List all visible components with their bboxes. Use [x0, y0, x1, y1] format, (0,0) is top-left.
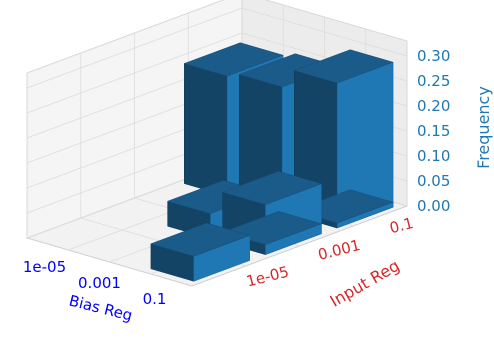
- z-tick-label: 0.15: [417, 122, 450, 140]
- bar-left-face: [184, 63, 228, 197]
- z-tick-label: 0.25: [417, 72, 450, 90]
- x-tick-label: 1e-05: [23, 258, 66, 276]
- y-tick-label: 0.001: [316, 236, 362, 264]
- wall-gridline: [26, 32, 243, 114]
- z-tick-label: 0.05: [417, 172, 450, 190]
- bars: [150, 42, 394, 282]
- x-axis-label: Bias Reg: [67, 292, 134, 325]
- wall-gridline: [26, 7, 243, 89]
- y-tick-label: 0.1: [388, 214, 416, 237]
- bar-top-face: [150, 222, 251, 257]
- tick-labels: 1e-050.0010.11e-050.0010.10.000.050.100.…: [23, 47, 451, 308]
- wall-gridline: [241, 7, 408, 57]
- y-tick-label: 1e-05: [244, 263, 290, 291]
- z-tick-label: 0.30: [417, 47, 450, 65]
- y-axis-label: Input Reg: [327, 256, 403, 311]
- z-tick-label: 0.00: [417, 197, 450, 215]
- x-tick-label: 0.001: [78, 274, 121, 292]
- bar: [293, 49, 394, 229]
- bar-top-face: [183, 42, 284, 77]
- bar-top-face: [221, 171, 323, 205]
- z-axis-label: Frequency: [474, 86, 493, 169]
- z-tick-label: 0.20: [417, 97, 450, 115]
- x-tick-label: 0.1: [143, 290, 167, 308]
- bar: [150, 222, 251, 282]
- bar-top-face: [293, 49, 394, 84]
- z-tick-label: 0.10: [417, 147, 450, 165]
